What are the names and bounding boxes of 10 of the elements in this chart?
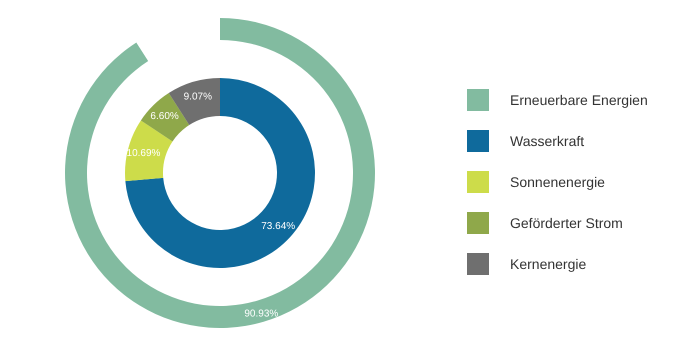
data-label: 10.69% — [126, 148, 161, 159]
legend-label: Sonnenenergie — [510, 174, 606, 190]
data-label: 6.60% — [150, 111, 179, 122]
legend-label: Erneuerbare Energien — [510, 92, 648, 108]
legend-label: Wasserkraft — [510, 133, 584, 149]
data-label: 90.93% — [244, 308, 278, 320]
legend-label: Geförderter Strom — [510, 215, 623, 231]
legend-label: Kernenergie — [510, 256, 586, 272]
data-label: 73.64% — [261, 220, 296, 232]
data-label: 9.07% — [184, 92, 212, 103]
